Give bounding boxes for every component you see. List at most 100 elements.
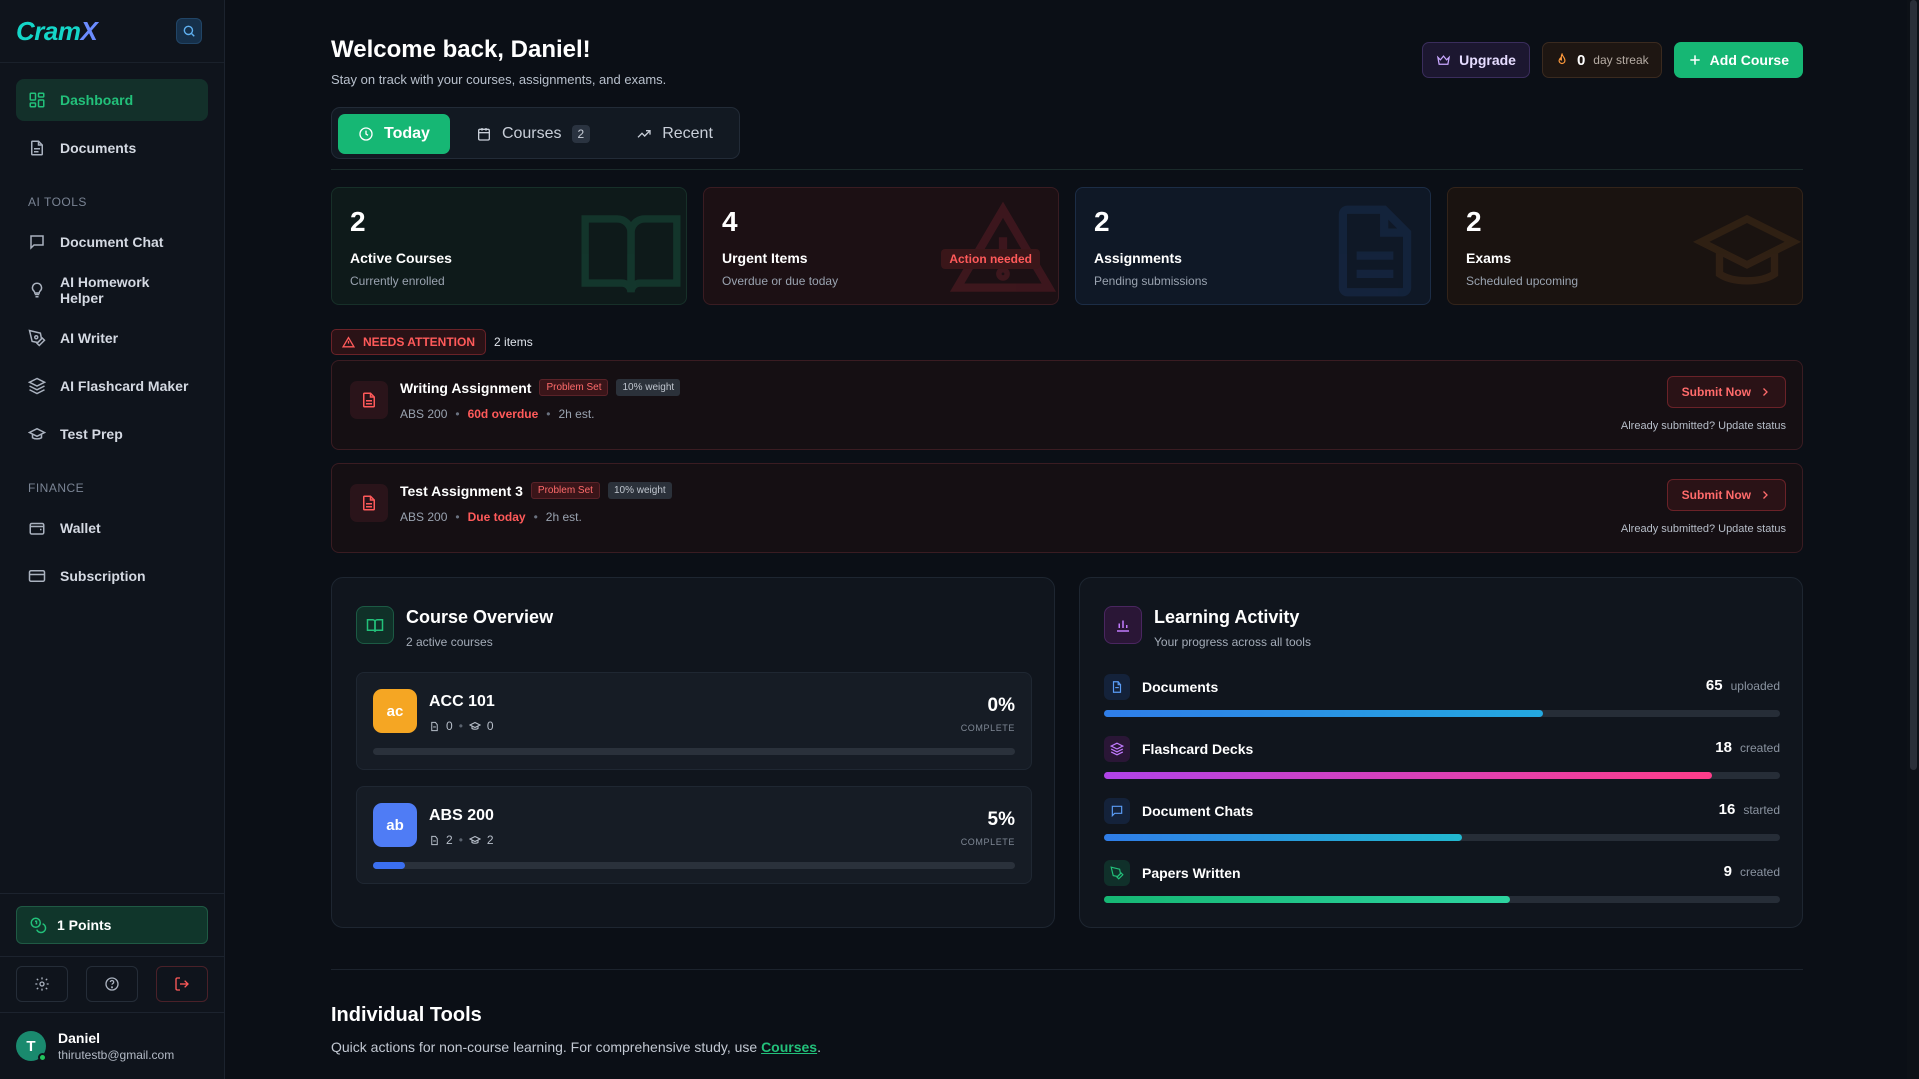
stat-desc: Currently enrolled <box>350 274 445 288</box>
tab-courses[interactable]: Courses 2 <box>456 114 610 154</box>
sidebar-item-wallet[interactable]: Wallet <box>16 507 208 549</box>
assignment-course: ABS 200 <box>400 407 448 421</box>
assignment-title-row: Test Assignment 3 Problem Set 10% weight <box>400 482 672 499</box>
sidebar-item-documents[interactable]: Documents <box>16 127 208 169</box>
activity-icon-badge <box>1104 798 1130 824</box>
page-header: Welcome back, Daniel! Stay on track with… <box>331 36 1803 87</box>
course-card[interactable]: ab ABS 200 2 • 2 5% COMPLETE <box>356 786 1032 884</box>
document-icon <box>363 392 375 408</box>
activity-value: 16 started <box>1719 801 1780 818</box>
sidebar-item-subscription[interactable]: Subscription <box>16 555 208 597</box>
streak-value: 0 <box>1576 51 1586 69</box>
chevron-right-icon <box>1763 491 1768 499</box>
courses-link[interactable]: Courses <box>761 1039 818 1055</box>
section-label-finance: FINANCE <box>28 481 85 495</box>
course-exam-count: 2 <box>486 833 494 847</box>
tab-today[interactable]: Today <box>338 114 450 154</box>
activity-unit: created <box>1739 865 1780 879</box>
activity-progress-fill <box>1104 710 1544 717</box>
update-status-link[interactable]: Already submitted? Update status <box>1620 523 1786 535</box>
update-status-link[interactable]: Already submitted? Update status <box>1620 420 1786 432</box>
course-avatar: ab <box>373 803 417 847</box>
lightbulb-icon <box>31 282 43 298</box>
main-content: Welcome back, Daniel! Stay on track with… <box>225 0 1919 1079</box>
sidebar-footer-actions <box>16 966 208 1002</box>
sidebar-nav: Dashboard Documents AI TOOLS Document Ch… <box>0 63 224 597</box>
scrollbar-thumb[interactable] <box>1910 0 1917 770</box>
course-overview-subtitle: 2 active courses <box>406 635 493 649</box>
submit-now-button[interactable]: Submit Now <box>1666 479 1786 511</box>
assignment-estimate: 2h est. <box>558 407 595 421</box>
course-card[interactable]: ac ACC 101 0 • 0 0% COMPLETE <box>356 672 1032 770</box>
graduation-cap-icon <box>1692 214 1802 285</box>
course-overview-icon-badge <box>356 606 394 644</box>
separator-dot: • <box>458 833 463 847</box>
stat-title: Assignments <box>1094 250 1182 266</box>
sidebar-item-test-prep[interactable]: Test Prep <box>16 413 208 455</box>
graduation-cap-icon <box>468 721 481 730</box>
activity-progress-track <box>1104 710 1780 717</box>
sidebar-divider <box>0 956 225 957</box>
sidebar-item-dashboard[interactable]: Dashboard <box>16 79 208 121</box>
upgrade-label: Upgrade <box>1459 52 1516 68</box>
app-logo[interactable]: CramX <box>16 15 98 47</box>
document-icon <box>363 495 375 511</box>
activity-icon-badge <box>1104 674 1130 700</box>
logo-text-b: X <box>80 15 98 46</box>
stat-card-assignments[interactable]: 2 Assignments Pending submissions <box>1075 187 1431 305</box>
streak-badge[interactable]: 0 day streak <box>1541 42 1662 78</box>
avatar: T <box>16 1031 47 1062</box>
course-meta: 0 • 0 <box>429 719 494 733</box>
sidebar-item-label: AI Writer <box>60 330 119 346</box>
stat-card-active-courses[interactable]: 2 Active Courses Currently enrolled <box>331 187 687 305</box>
assignment-due-status: 60d overdue <box>467 407 539 421</box>
activity-progress-track <box>1104 834 1780 841</box>
sidebar-item-ai-writer[interactable]: AI Writer <box>16 317 208 359</box>
add-course-button[interactable]: Add Course <box>1673 42 1803 78</box>
book-icon <box>581 215 681 293</box>
logout-button[interactable] <box>156 966 208 1002</box>
activity-count: 16 <box>1718 801 1736 818</box>
sidebar-item-label: Document Chat <box>60 234 164 250</box>
trending-up-icon <box>637 130 651 138</box>
credit-card-icon <box>28 570 46 582</box>
page-subtitle: Stay on track with your courses, assignm… <box>331 72 667 87</box>
add-course-label: Add Course <box>1709 52 1789 68</box>
individual-tools-subtitle: Quick actions for non-course learning. F… <box>331 1039 821 1055</box>
stat-value: 2 <box>1094 206 1110 237</box>
user-profile[interactable]: T Daniel thirutestb@gmail.com <box>16 1030 174 1062</box>
settings-button[interactable] <box>16 966 68 1002</box>
activity-icon-badge <box>1104 860 1130 886</box>
assignment-estimate: 2h est. <box>545 510 582 524</box>
assignment-card[interactable]: Test Assignment 3 Problem Set 10% weight… <box>331 463 1803 553</box>
stat-desc: Scheduled upcoming <box>1466 274 1579 288</box>
stat-card-urgent-items[interactable]: 4 Urgent Items Overdue or due today Acti… <box>703 187 1059 305</box>
stat-value: 2 <box>350 206 366 237</box>
activity-name: Flashcard Decks <box>1142 741 1254 757</box>
logo-text-a: Cram <box>16 15 81 46</box>
submit-label: Submit Now <box>1681 488 1751 502</box>
submit-now-button[interactable]: Submit Now <box>1666 376 1786 408</box>
assignment-card[interactable]: Writing Assignment Problem Set 10% weigh… <box>331 360 1803 450</box>
search-button[interactable] <box>176 18 202 44</box>
points-button[interactable]: 1 Points <box>16 906 208 944</box>
help-button[interactable] <box>86 966 138 1002</box>
separator-dot: • <box>458 719 463 733</box>
online-status-dot <box>38 1053 47 1062</box>
stat-card-exams[interactable]: 2 Exams Scheduled upcoming <box>1447 187 1803 305</box>
activity-unit: started <box>1743 803 1780 817</box>
sidebar-item-flashcard-maker[interactable]: AI Flashcard Maker <box>16 365 208 407</box>
upgrade-button[interactable]: Upgrade <box>1422 42 1530 78</box>
chevron-right-icon <box>1763 388 1768 396</box>
scrollbar-track[interactable] <box>1907 0 1919 1079</box>
sidebar-item-homework-helper[interactable]: AI Homework Helper <box>16 269 208 311</box>
logout-icon <box>175 977 189 991</box>
tab-recent[interactable]: Recent <box>616 114 733 154</box>
wallet-icon <box>29 522 45 535</box>
separator-dot: • <box>533 510 538 524</box>
assignment-title: Writing Assignment <box>400 379 532 396</box>
individual-tools-title: Individual Tools <box>331 1004 482 1026</box>
sidebar-item-label: AI Flashcard Maker <box>60 378 189 394</box>
activity-count: 18 <box>1715 739 1732 756</box>
sidebar-item-document-chat[interactable]: Document Chat <box>16 221 208 263</box>
